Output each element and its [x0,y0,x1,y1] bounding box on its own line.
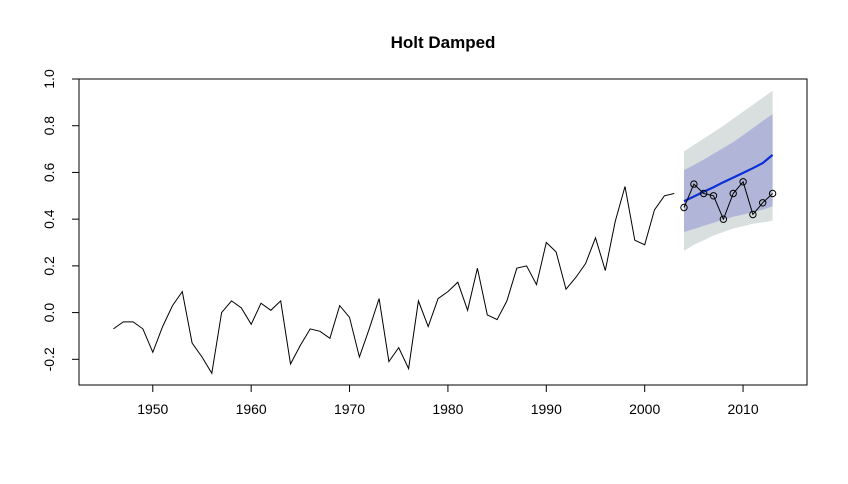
series-lines [113,154,774,375]
test-point [709,192,718,200]
x-tick-label: 2010 [727,401,758,417]
test-line [683,180,773,221]
observed-line [113,186,675,375]
x-tick-label: 2000 [629,401,660,417]
test-point [680,203,688,212]
prediction-intervals [684,90,773,251]
x-tick-label: 1970 [334,401,365,417]
test-point [700,189,708,198]
test-point [768,189,777,198]
y-tick-label: 0.6 [41,162,57,182]
chart-title: Holt Damped [391,33,496,52]
forecast-line [683,154,774,203]
test-point [739,178,747,186]
y-tick-label: 0.2 [41,256,57,276]
test-point [729,189,737,198]
y-tick-label: -0.2 [41,347,57,371]
band-80 [684,114,773,232]
y-tick-label: 0.0 [41,303,57,323]
test-points [680,178,777,223]
x-tick-label: 1950 [137,401,168,417]
test-point [719,215,728,223]
x-tick-label: 1960 [236,401,267,417]
y-axis: -0.2 0.0 0.2 0.4 0.6 0.8 1.0 [41,69,80,371]
test-point [690,180,698,188]
y-tick-label: 0.8 [41,116,57,136]
y-tick-label: 0.4 [41,209,57,229]
test-point [749,210,757,219]
x-axis: 1950 1960 1970 1980 1990 2000 2010 [137,384,759,417]
test-point [759,199,767,207]
y-tick-label: 1.0 [41,69,57,89]
x-tick-label: 1990 [531,401,562,417]
x-tick-label: 1980 [432,401,463,417]
